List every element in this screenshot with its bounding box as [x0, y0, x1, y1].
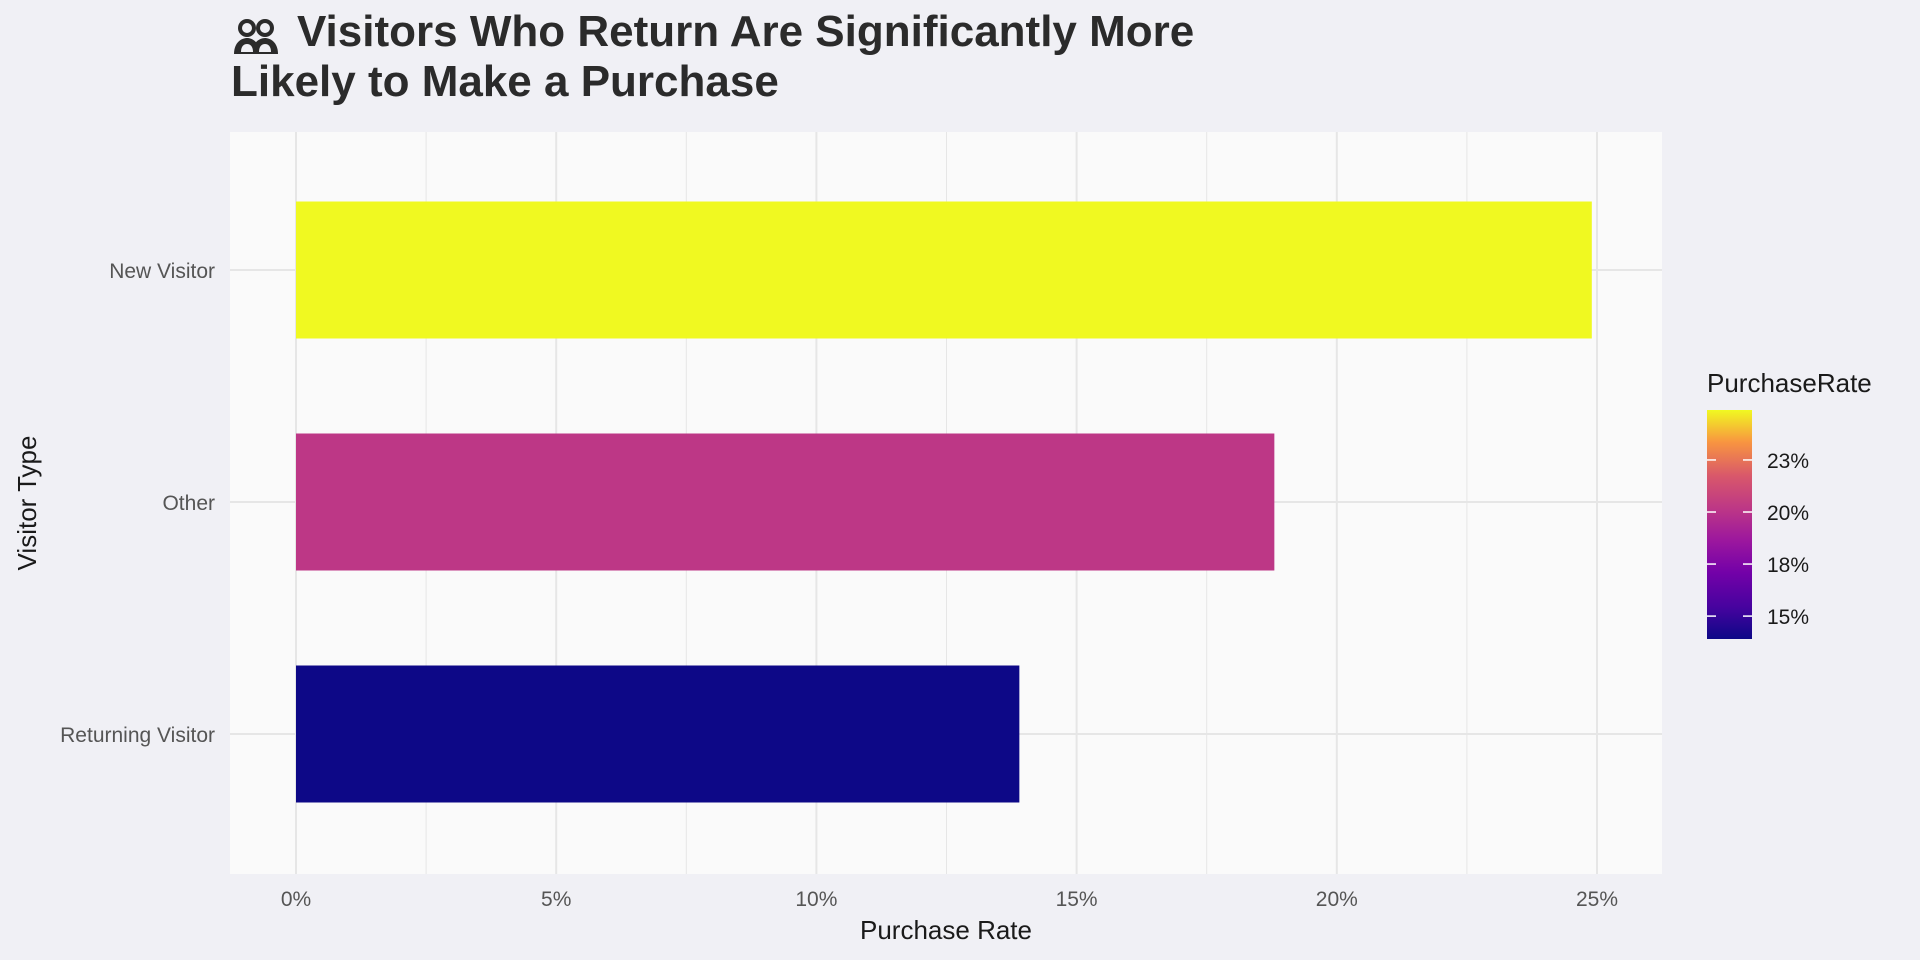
y-tick-label: Returning Visitor: [60, 724, 215, 747]
y-axis-title: Visitor Type: [12, 436, 42, 571]
legend-label: 15%: [1767, 606, 1809, 629]
y-axis-tick-labels: New Visitor Other Returning Visitor: [60, 260, 215, 747]
chart-title: Visitors Who Return Are Significantly Mo…: [231, 7, 1194, 106]
x-tick-label: 20%: [1316, 888, 1358, 911]
legend-colorbar: [1707, 410, 1752, 639]
bars: [296, 201, 1592, 803]
legend-label: 20%: [1767, 502, 1809, 525]
chart-title-line-1: Visitors Who Return Are Significantly Mo…: [297, 7, 1194, 56]
x-tick-label: 5%: [541, 888, 571, 911]
bar-new-visitor: [296, 201, 1592, 339]
legend-ticks: 15% 18% 20% 23%: [1707, 450, 1809, 629]
legend-label: 23%: [1767, 450, 1809, 473]
x-axis-tick-labels: 0% 5% 10% 15% 20% 25%: [281, 888, 1618, 911]
chart-title-line-2: Likely to Make a Purchase: [231, 57, 779, 106]
bar-returning-visitor: [296, 665, 1020, 803]
y-tick-label: Other: [162, 492, 215, 515]
x-tick-label: 0%: [281, 888, 311, 911]
x-tick-label: 10%: [795, 888, 837, 911]
y-tick-label: New Visitor: [109, 260, 215, 283]
legend: PurchaseRate 15% 18% 20% 23%: [1707, 368, 1872, 639]
legend-title: PurchaseRate: [1707, 368, 1872, 398]
x-axis-title: Purchase Rate: [860, 915, 1032, 945]
people-icon: [234, 19, 278, 54]
x-tick-label: 15%: [1056, 888, 1098, 911]
bar-other: [296, 433, 1275, 571]
x-tick-label: 25%: [1576, 888, 1618, 911]
legend-label: 18%: [1767, 554, 1809, 577]
